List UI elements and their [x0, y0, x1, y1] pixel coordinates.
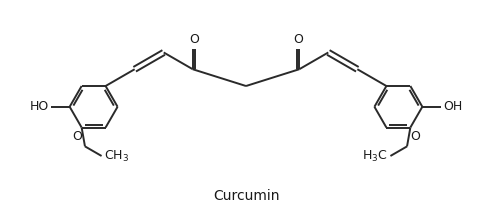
Text: CH$_3$: CH$_3$ [104, 149, 129, 163]
Text: O: O [410, 131, 420, 143]
Text: OH: OH [443, 100, 462, 113]
Text: O: O [293, 33, 303, 46]
Text: HO: HO [30, 100, 49, 113]
Text: H$_3$C: H$_3$C [363, 149, 388, 163]
Text: Curcumin: Curcumin [213, 189, 279, 203]
Text: O: O [189, 33, 199, 46]
Text: O: O [72, 131, 82, 143]
